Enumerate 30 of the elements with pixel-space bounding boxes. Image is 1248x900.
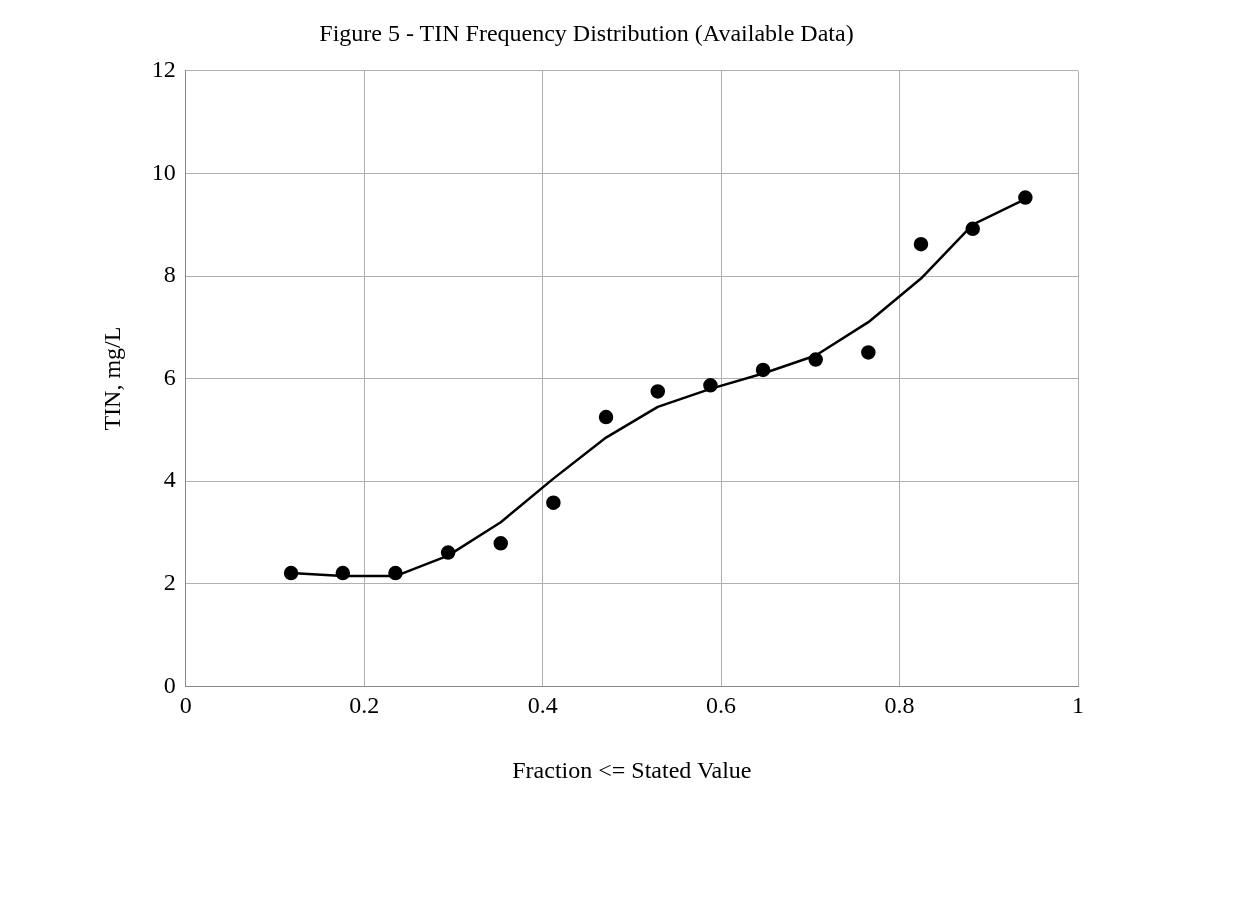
y-tick-label: 10 [151,158,176,185]
chart-title: Figure 5 - TIN Frequency Distribution (Available Data) [319,19,854,46]
point [755,362,771,378]
point [283,565,299,581]
point [703,378,718,393]
point [965,221,980,237]
x-axis-title: Fraction <= Stated Value [512,756,752,783]
y-axis-title: TIN, mg/L [98,326,125,431]
point [650,384,666,399]
x-tick-label: 0.2 [349,692,380,719]
point [861,345,876,360]
x-tick-label: 0.6 [706,692,737,719]
y-tick-label: 8 [163,261,176,288]
point [546,495,561,510]
point [808,352,823,367]
x-tick-label: 0.8 [884,692,915,719]
point [598,409,614,425]
point [1018,190,1033,205]
point [388,565,403,581]
y-tick-label: 0 [163,671,176,698]
x-tick-label: 1 [1072,692,1084,719]
point [493,536,508,551]
y-tick-label: 2 [163,569,176,596]
point [913,236,929,252]
y-tick-label: 6 [163,363,176,390]
y-tick-label: 4 [163,466,176,493]
y-tick-label: 12 [151,56,176,83]
x-tick-label: 0.4 [527,692,558,719]
point [335,565,351,581]
point [440,545,456,560]
